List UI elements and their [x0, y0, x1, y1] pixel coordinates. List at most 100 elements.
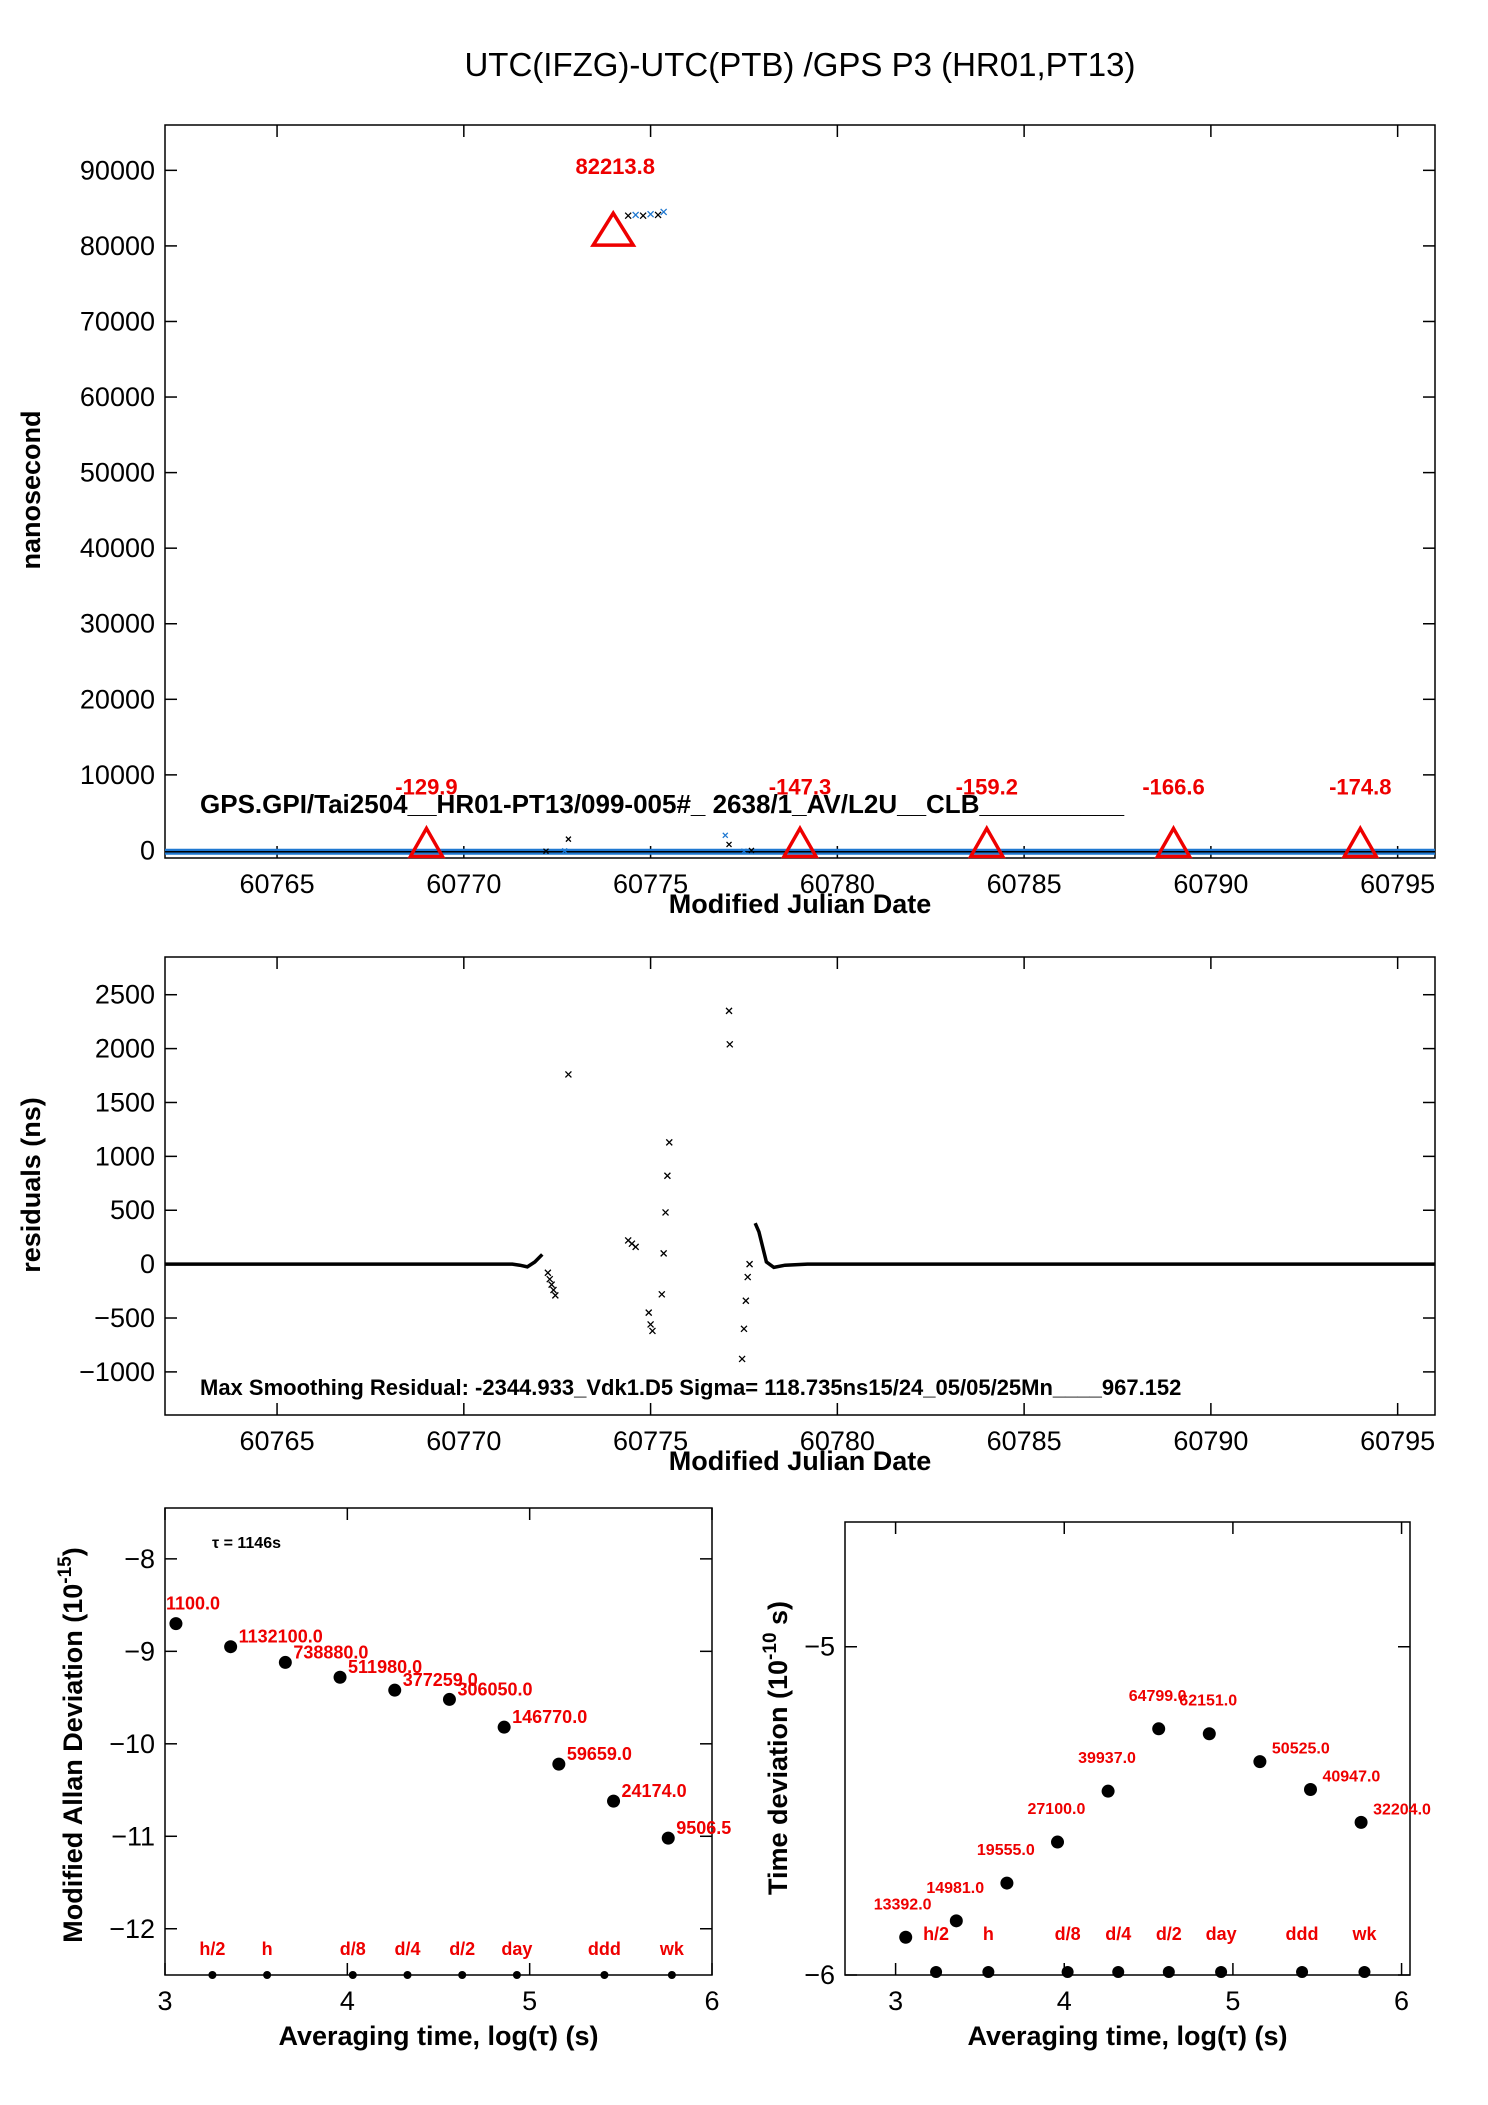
panel-time-deviation: 3 4 5 6 −6 −5 Averaging time, log(τ) (s) Time d… [760, 1521, 1431, 2051]
panel-residuals: 60765 60770 60775 60780 60785 60790 60795 −1000… [16, 956, 1436, 1476]
x-axis-label: Modified Julian Date [669, 889, 932, 919]
data-point [661, 1831, 675, 1845]
panel-allan-deviation: 3 4 5 6 −12 −11 −10 −9 −8 Averaging time, log(τ) … [55, 1507, 731, 2051]
tau-marker-dot [458, 1971, 467, 1979]
marker-triangle [1154, 824, 1193, 859]
x-tick-label: 4 [340, 1986, 355, 2016]
data-point [632, 1243, 640, 1251]
tau-marker-dot [667, 1971, 676, 1979]
marker-label: 82213.8 [575, 154, 655, 179]
data-point [624, 212, 632, 220]
tau-marker-label: wk [1351, 1924, 1377, 1944]
tau-marker-dot [208, 1971, 217, 1979]
y-axis-label: Time deviation (10-10 s) [760, 1601, 793, 1895]
data-series-line [165, 1253, 544, 1269]
tau-marker-label: ddd [1286, 1924, 1319, 1944]
tau-marker-dot [1061, 1966, 1074, 1978]
tau-marker-label: d/4 [1105, 1924, 1131, 1944]
tau-marker-dot [348, 1971, 357, 1979]
y-tick-label: 1000 [95, 1141, 155, 1171]
data-point [442, 1692, 456, 1706]
plot-frame [164, 956, 1436, 1416]
data-label: 64799.0 [1129, 1688, 1187, 1705]
data-point [333, 1670, 347, 1684]
data-label: 511980.0 [348, 1657, 422, 1677]
residual-annotation: Max Smoothing Residual: -2344.933_Vdk1.D… [200, 1375, 1181, 1400]
data-point [552, 1757, 566, 1771]
marker-triangle [590, 209, 637, 247]
data-point [658, 1290, 666, 1298]
x-tick-label: 60795 [1360, 869, 1435, 899]
x-tick-label: 3 [157, 1986, 172, 2016]
plot-frame [844, 1521, 1411, 1976]
y-tick-label: 0 [140, 1249, 155, 1279]
tau-marker-dot [403, 1971, 412, 1979]
x-tick-label: 60790 [1173, 1426, 1248, 1456]
data-point [746, 1260, 754, 1268]
x-axis-label: Averaging time, log(τ) (s) [967, 2021, 1287, 2051]
x-axis-label: Modified Julian Date [669, 1446, 932, 1476]
y-tick-label: −5 [804, 1632, 835, 1662]
y-axis-label: nanosecond [16, 410, 46, 569]
x-tick-label: 60770 [426, 869, 501, 899]
y-tick-label: −8 [124, 1544, 155, 1574]
x-tick-label: 60780 [800, 1426, 875, 1456]
marker-triangle [1341, 824, 1380, 859]
y-tick-label: 10000 [80, 760, 155, 790]
data-point [660, 208, 668, 216]
marker-label: -174.8 [1329, 774, 1391, 799]
data-point [654, 211, 662, 219]
y-tick-label: −9 [124, 1636, 155, 1666]
marker-triangle [780, 824, 820, 859]
data-label: 59659.0 [567, 1744, 632, 1764]
marker-label: -159.2 [956, 774, 1018, 799]
tau-note: τ = 1146s [212, 1535, 281, 1552]
x-tick-label: 60780 [800, 869, 875, 899]
marker-triangle [967, 824, 1006, 859]
tau-marker-dot [982, 1966, 995, 1978]
data-point [648, 1327, 656, 1335]
chart-title: UTC(IFZG)-UTC(PTB) /GPS P3 (HR01,PT13) [464, 46, 1135, 83]
y-tick-label: 2000 [95, 1034, 155, 1064]
data-point [748, 847, 755, 854]
y-tick-label: 30000 [80, 609, 155, 639]
data-label: 1100.0 [166, 1594, 220, 1614]
tau-marker-dot [1162, 1966, 1175, 1978]
y-tick-label: −1000 [79, 1357, 155, 1387]
data-point [544, 1269, 552, 1277]
data-point [497, 1720, 511, 1734]
panel-offset: 60765 60770 60775 60780 60785 60790 60795 0 1000… [16, 124, 1436, 919]
y-tick-label: 0 [140, 835, 155, 865]
y-tick-label: 70000 [80, 306, 155, 336]
data-point [548, 1281, 556, 1289]
tau-marker-dot [1112, 1966, 1125, 1978]
data-point [169, 1617, 183, 1631]
data-label: 62151.0 [1179, 1693, 1237, 1710]
data-point [278, 1655, 292, 1669]
tau-marker-dot [263, 1971, 272, 1979]
data-point [561, 847, 568, 854]
data-point [639, 212, 647, 220]
y-tick-label: −500 [94, 1303, 155, 1333]
data-point [949, 1914, 963, 1928]
plot-frame [164, 124, 1436, 859]
tau-marker-dot [930, 1966, 943, 1978]
data-point [1051, 1835, 1065, 1849]
data-point [1101, 1784, 1115, 1798]
tau-marker-label: h [983, 1924, 994, 1944]
data-point [742, 1297, 750, 1305]
data-point [388, 1683, 402, 1697]
x-tick-label: 60775 [613, 869, 688, 899]
tau-marker-label: d/2 [1156, 1924, 1182, 1944]
tau-marker-label: h/2 [923, 1924, 949, 1944]
data-point [224, 1640, 238, 1654]
data-label: 306050.0 [457, 1679, 532, 1699]
data-point [564, 1071, 572, 1078]
data-point [1152, 1722, 1166, 1736]
x-tick-label: 6 [1394, 1986, 1409, 2016]
tau-marker-label: ddd [588, 1939, 621, 1959]
tau-marker-label: day [1206, 1924, 1237, 1944]
tau-marker-dot [600, 1971, 609, 1979]
tau-marker-dot [1358, 1966, 1371, 1978]
data-label: 39937.0 [1078, 1750, 1136, 1767]
